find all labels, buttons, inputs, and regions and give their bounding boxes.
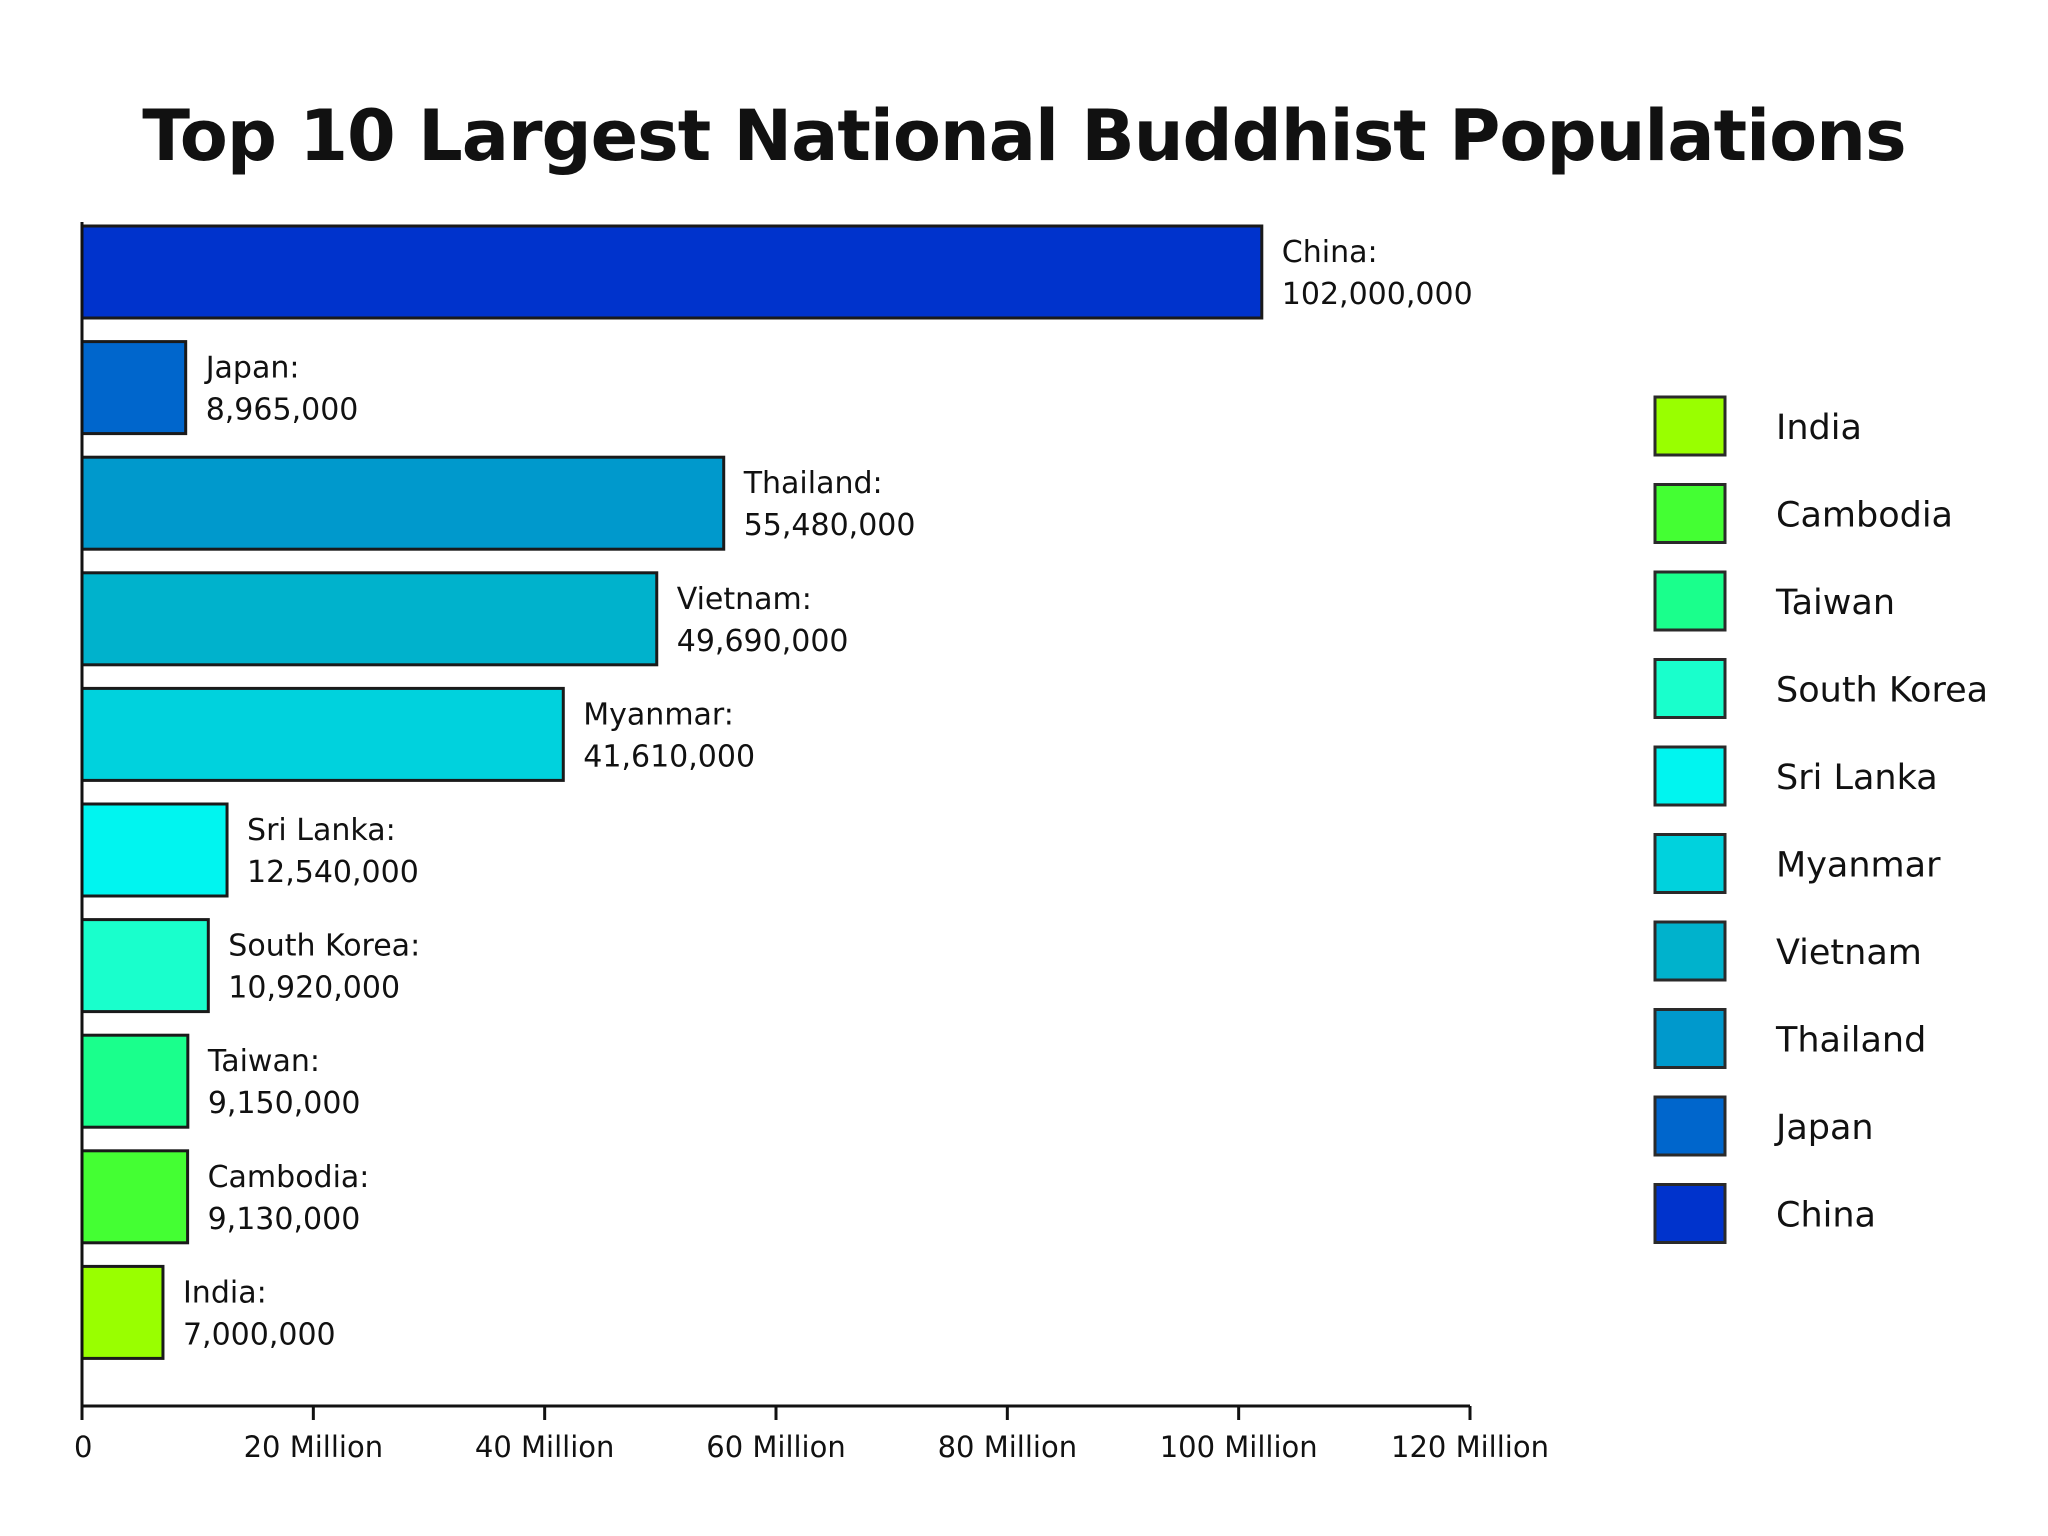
bar-label-value-south-korea: 10,920,000 [228, 971, 400, 1006]
bar-label-value-vietnam: 49,690,000 [677, 624, 849, 659]
legend-swatch-cambodia [1653, 483, 1727, 544]
legend-swatch-myanmar [1653, 833, 1727, 894]
legend-label-india: India [1776, 408, 1862, 448]
legend-label-china: China [1776, 1196, 1876, 1236]
bar-label-value-china: 102,000,000 [1282, 277, 1473, 312]
legend-label-thailand: Thailand [1775, 1021, 1926, 1061]
x-tick-label-6: 120 Million [1391, 1430, 1549, 1464]
bar-label-value-india: 7,000,000 [183, 1317, 336, 1352]
bar-label-name-india: India: [183, 1275, 267, 1310]
bar-myanmar [80, 686, 565, 782]
x-tick-label-4: 80 Million [938, 1430, 1078, 1464]
bar-label-name-south-korea: South Korea: [228, 929, 420, 964]
x-tick-label-1: 20 Million [244, 1430, 384, 1464]
x-tick-label-2: 40 Million [475, 1430, 615, 1464]
legend-label-japan: Japan [1774, 1108, 1874, 1148]
legend-swatch-japan [1653, 1095, 1727, 1157]
legend-swatch-taiwan [1653, 570, 1727, 632]
legend-label-south-korea: South Korea [1776, 671, 1988, 711]
bar-cambodia [80, 1149, 190, 1245]
legend: India Cambodia Taiwan South Korea Sri Lanka M… [1653, 395, 1988, 1244]
bar-label-name-taiwan: Taiwan: [207, 1044, 320, 1079]
legend-swatch-south-korea [1653, 658, 1727, 719]
bar-label-name-cambodia: Cambodia: [208, 1160, 370, 1195]
legend-swatch-vietnam [1653, 920, 1727, 982]
legend-swatch-india [1653, 395, 1727, 457]
bar-china [80, 224, 1264, 320]
legend-swatch-china [1653, 1183, 1727, 1244]
bar-sri-lanka [80, 802, 229, 898]
bar-label-value-japan: 8,965,000 [206, 393, 359, 428]
x-tick-label-3: 60 Million [706, 1430, 846, 1464]
x-axis: 0 20 Million 40 Million 60 Million 80 Millio… [74, 222, 1549, 1464]
legend-label-cambodia: Cambodia [1776, 496, 1953, 536]
bar-india [80, 1264, 165, 1360]
bar-japan [80, 340, 188, 436]
legend-swatch-thailand [1653, 1008, 1727, 1069]
bar-label-name-china: China: [1282, 235, 1378, 270]
bar-label-value-sri-lanka: 12,540,000 [247, 855, 419, 890]
bars-layer: China: 102,000,000 Japan: 8,965,000 Thailand… [80, 224, 1473, 1360]
bar-taiwan [80, 1033, 190, 1129]
bar-label-name-sri-lanka: Sri Lanka: [247, 813, 396, 848]
bar-label-value-taiwan: 9,150,000 [208, 1086, 361, 1121]
legend-swatch-sri-lanka [1653, 745, 1727, 807]
x-tick-label-0: 0 [74, 1430, 92, 1464]
bar-label-value-cambodia: 9,130,000 [208, 1202, 361, 1237]
chart-title: Top 10 Largest National Buddhist Populat… [142, 95, 1906, 177]
bar-label-value-thailand: 55,480,000 [744, 508, 916, 543]
legend-label-sri-lanka: Sri Lanka [1776, 758, 1938, 798]
bar-vietnam [80, 571, 659, 667]
legend-label-myanmar: Myanmar [1776, 846, 1941, 886]
bar-thailand [80, 455, 726, 551]
bar-label-value-myanmar: 41,610,000 [583, 739, 755, 774]
legend-label-taiwan: Taiwan [1775, 583, 1895, 623]
bar-label-name-myanmar: Myanmar: [583, 697, 734, 732]
x-tick-label-5: 100 Million [1160, 1430, 1318, 1464]
bar-label-name-thailand: Thailand: [743, 466, 883, 501]
bar-label-name-japan: Japan: [204, 351, 300, 386]
bar-south-korea [80, 918, 210, 1014]
bar-label-name-vietnam: Vietnam: [677, 582, 812, 617]
legend-label-vietnam: Vietnam [1776, 933, 1922, 973]
